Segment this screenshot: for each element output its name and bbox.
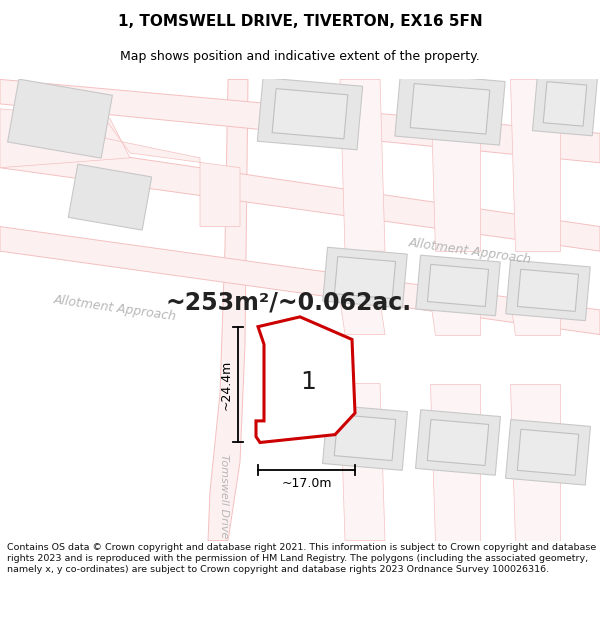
- Text: Allotment Approach: Allotment Approach: [53, 293, 178, 323]
- Polygon shape: [506, 419, 590, 485]
- Text: Contains OS data © Crown copyright and database right 2021. This information is : Contains OS data © Crown copyright and d…: [7, 542, 596, 574]
- Polygon shape: [427, 264, 488, 306]
- Polygon shape: [506, 260, 590, 321]
- Polygon shape: [427, 419, 489, 466]
- Text: ~17.0m: ~17.0m: [281, 478, 332, 490]
- Polygon shape: [340, 300, 385, 334]
- Polygon shape: [543, 82, 587, 126]
- Text: Tomswell Drive: Tomswell Drive: [219, 454, 229, 539]
- Polygon shape: [510, 384, 560, 541]
- Polygon shape: [0, 227, 600, 334]
- Polygon shape: [268, 327, 342, 429]
- Polygon shape: [510, 79, 560, 251]
- Polygon shape: [0, 109, 130, 168]
- Polygon shape: [8, 79, 112, 158]
- Polygon shape: [430, 79, 480, 251]
- Polygon shape: [395, 72, 505, 145]
- Polygon shape: [105, 119, 240, 227]
- Polygon shape: [430, 300, 480, 334]
- Polygon shape: [0, 138, 600, 251]
- Polygon shape: [416, 410, 500, 475]
- Polygon shape: [416, 255, 500, 316]
- Polygon shape: [0, 79, 600, 162]
- Text: 1: 1: [300, 369, 316, 394]
- Text: Map shows position and indicative extent of the property.: Map shows position and indicative extent…: [120, 50, 480, 62]
- Polygon shape: [410, 84, 490, 134]
- Polygon shape: [334, 256, 395, 299]
- Polygon shape: [272, 89, 348, 139]
- Polygon shape: [532, 72, 598, 136]
- Polygon shape: [334, 414, 396, 461]
- Text: 1, TOMSWELL DRIVE, TIVERTON, EX16 5FN: 1, TOMSWELL DRIVE, TIVERTON, EX16 5FN: [118, 14, 482, 29]
- Polygon shape: [340, 384, 385, 541]
- Polygon shape: [517, 429, 579, 475]
- Polygon shape: [517, 269, 578, 311]
- Polygon shape: [323, 248, 407, 308]
- Polygon shape: [68, 164, 152, 230]
- Polygon shape: [256, 317, 355, 442]
- Text: ~24.4m: ~24.4m: [220, 359, 233, 410]
- Text: Allotment Approach: Allotment Approach: [407, 236, 532, 266]
- Polygon shape: [430, 384, 480, 541]
- Polygon shape: [257, 78, 362, 150]
- Polygon shape: [208, 79, 248, 541]
- Text: ~253m²/~0.062ac.: ~253m²/~0.062ac.: [165, 290, 411, 314]
- Polygon shape: [510, 300, 560, 334]
- Polygon shape: [340, 79, 385, 251]
- Polygon shape: [323, 405, 407, 471]
